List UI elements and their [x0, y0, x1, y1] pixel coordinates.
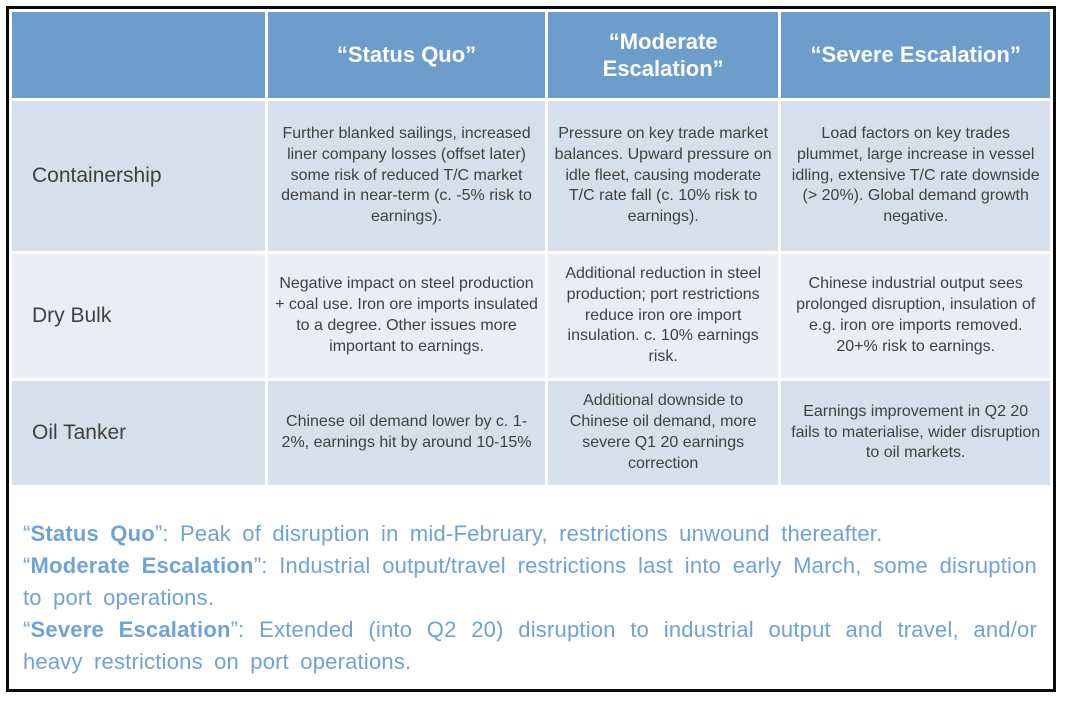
footnote-text: ”: Industrial output/travel restrictions…: [23, 553, 1037, 610]
footnote-severe-escalation: “Severe Escalation”: Extended (into Q2 2…: [23, 614, 1037, 678]
table-row-dry-bulk: Dry Bulk Negative impact on steel produc…: [12, 254, 1050, 378]
footnote-term: Status Quo: [30, 521, 155, 546]
scenario-definitions: “Status Quo”: Peak of disruption in mid-…: [9, 488, 1053, 678]
row-label-containership: Containership: [12, 101, 266, 251]
scenario-panel: “Status Quo” “Moderate Escalation” “Seve…: [6, 6, 1056, 692]
quote-open: “: [23, 617, 31, 642]
scenario-table: “Status Quo” “Moderate Escalation” “Seve…: [9, 9, 1053, 488]
cell-containership-severe: Load factors on key trades plummet, larg…: [781, 101, 1050, 251]
footnote-moderate-escalation: “Moderate Escalation”: Industrial output…: [23, 550, 1037, 614]
row-label-oil-tanker: Oil Tanker: [12, 381, 266, 485]
cell-dry-bulk-status-quo: Negative impact on steel production + co…: [268, 254, 545, 378]
cell-dry-bulk-moderate: Additional reduction in steel production…: [547, 254, 779, 378]
column-header-severe-escalation: “Severe Escalation”: [781, 12, 1050, 98]
footnote-status-quo: “Status Quo”: Peak of disruption in mid-…: [23, 518, 1037, 550]
column-header-status-quo: “Status Quo”: [268, 12, 545, 98]
quote-open: “: [23, 553, 31, 578]
row-label-dry-bulk: Dry Bulk: [12, 254, 266, 378]
table-row-oil-tanker: Oil Tanker Chinese oil demand lower by c…: [12, 381, 1050, 485]
cell-containership-status-quo: Further blanked sailings, increased line…: [268, 101, 545, 251]
table-row-containership: Containership Further blanked sailings, …: [12, 101, 1050, 251]
table-header-row: “Status Quo” “Moderate Escalation” “Seve…: [12, 12, 1050, 98]
cell-containership-moderate: Pressure on key trade market balances. U…: [547, 101, 779, 251]
cell-dry-bulk-severe: Chinese industrial output sees prolonged…: [781, 254, 1050, 378]
quote-open: “: [23, 521, 31, 546]
corner-cell: [12, 12, 266, 98]
cell-oil-tanker-moderate: Additional downside to Chinese oil deman…: [547, 381, 779, 485]
footnote-text: ”: Peak of disruption in mid-February, r…: [154, 521, 883, 546]
cell-oil-tanker-severe: Earnings improvement in Q2 20 fails to m…: [781, 381, 1050, 485]
footnote-term: Severe Escalation: [30, 617, 231, 642]
footnote-text: ”: Extended (into Q2 20) disruption to i…: [23, 617, 1037, 674]
cell-oil-tanker-status-quo: Chinese oil demand lower by c. 1-2%, ear…: [268, 381, 545, 485]
column-header-moderate-escalation: “Moderate Escalation”: [547, 12, 779, 98]
footnote-term: Moderate Escalation: [30, 553, 254, 578]
